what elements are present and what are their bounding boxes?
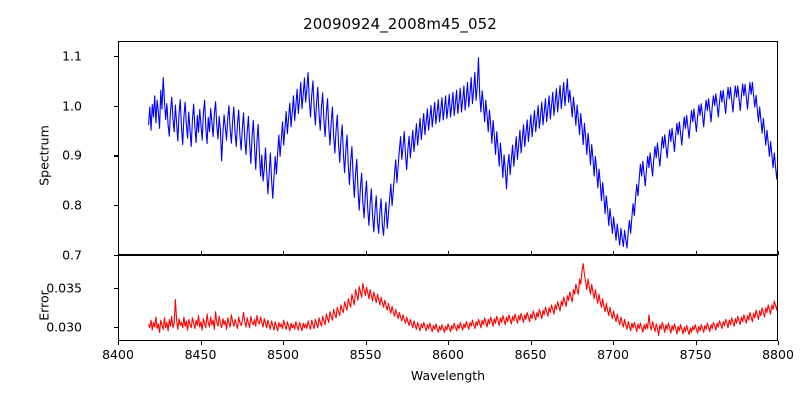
error-y-axis-ticks: 0.030 0.035 — [0, 255, 108, 341]
x-tick-mark — [118, 341, 120, 345]
x-tick-mark-upper — [613, 251, 615, 255]
x-tick-mark — [283, 341, 285, 345]
y-tick-mark — [114, 205, 118, 207]
x-tick-mark — [448, 341, 450, 345]
y-tick-mark — [114, 326, 118, 329]
x-tick-mark-upper — [778, 251, 780, 255]
x-tick-mark — [695, 341, 697, 345]
x-tick-label: 8800 — [762, 347, 794, 362]
x-tick-label: 8700 — [597, 347, 629, 362]
y-tick-mark — [114, 105, 118, 107]
x-tick-mark — [613, 341, 615, 345]
spectrum-y-axis-ticks: 0.7 0.8 0.9 1.0 1.1 — [0, 41, 108, 262]
x-tick-label: 8650 — [514, 347, 547, 362]
y-tick-mark — [114, 155, 118, 157]
y-tick-mark — [114, 55, 118, 58]
spectrum-axis-label: Spectrum — [36, 125, 52, 186]
x-tick-mark — [365, 341, 367, 345]
spectrum-series-line — [119, 42, 777, 254]
y-tick-label: 1.1 — [62, 48, 82, 64]
x-tick-mark-upper — [530, 251, 532, 255]
x-tick-mark — [530, 341, 532, 345]
wavelength-axis-label: Wavelength — [410, 368, 486, 383]
y-tick-label: 0.9 — [62, 147, 82, 163]
x-tick-mark-upper — [283, 251, 285, 255]
y-tick-label: 0.8 — [62, 197, 82, 213]
x-tick-mark — [778, 341, 780, 345]
spectrum-plot-panel — [118, 41, 778, 255]
y-tick-label: 0.7 — [62, 247, 82, 263]
x-tick-label: 8450 — [184, 347, 217, 362]
x-tick-label: 8400 — [102, 347, 134, 362]
y-tick-label: 0.030 — [46, 319, 82, 335]
x-tick-mark-upper — [695, 251, 697, 255]
x-tick-mark — [200, 341, 202, 345]
x-tick-mark-upper — [118, 251, 120, 255]
x-tick-label: 8600 — [432, 347, 464, 362]
y-tick-mark — [114, 255, 118, 257]
x-tick-label: 8750 — [679, 347, 712, 362]
x-tick-label: 8550 — [349, 347, 382, 362]
x-tick-mark-upper — [365, 251, 367, 255]
error-plot-panel — [118, 255, 778, 341]
y-tick-label: 1.0 — [62, 98, 82, 114]
x-tick-mark-upper — [448, 251, 450, 255]
x-tick-label: 8500 — [267, 347, 299, 362]
y-tick-mark — [114, 287, 118, 289]
error-axis-label: Error — [36, 290, 52, 321]
error-series-line — [119, 256, 777, 340]
page-title: 20090924_2008m45_052 — [303, 15, 497, 33]
x-tick-mark-upper — [200, 251, 202, 255]
y-tick-label: 0.035 — [46, 280, 82, 296]
